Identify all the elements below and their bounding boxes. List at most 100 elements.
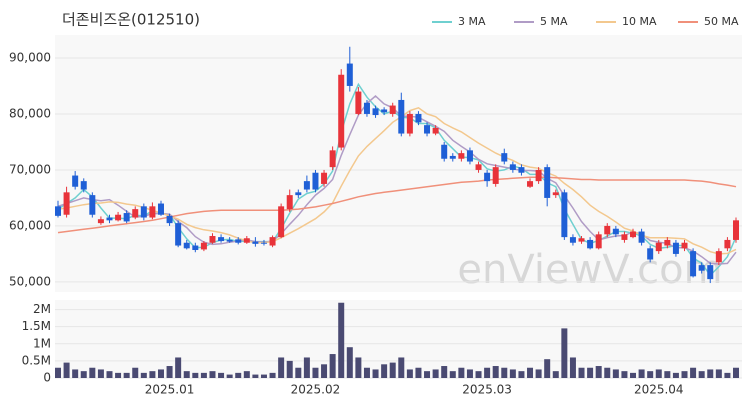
volume-bar bbox=[175, 357, 182, 378]
volume-bar bbox=[209, 371, 216, 378]
candle-body bbox=[398, 99, 405, 134]
volume-bar bbox=[321, 364, 328, 378]
candle-body bbox=[269, 237, 276, 246]
candle-body bbox=[501, 153, 508, 162]
price-panel bbox=[55, 35, 742, 292]
volume-bar bbox=[715, 369, 722, 378]
candle-body bbox=[527, 181, 534, 187]
candle-body bbox=[630, 231, 637, 238]
candle-body bbox=[166, 215, 173, 224]
candle-body bbox=[209, 236, 216, 243]
candle-body bbox=[587, 239, 594, 249]
candle-body bbox=[724, 239, 731, 249]
volume-bar bbox=[664, 371, 671, 378]
candle-body bbox=[715, 251, 722, 263]
candle-body bbox=[389, 105, 396, 114]
candle-body bbox=[638, 231, 645, 243]
volume-bar bbox=[97, 369, 104, 378]
volume-bar bbox=[509, 369, 516, 378]
volume-bar bbox=[406, 369, 413, 378]
x-tick-label: 2025.01 bbox=[145, 383, 195, 397]
volume-bar bbox=[415, 367, 422, 378]
candle-body bbox=[698, 265, 705, 271]
candle-body bbox=[115, 214, 122, 221]
volume-bar bbox=[149, 371, 156, 378]
volume-bar bbox=[200, 372, 207, 378]
candle-body bbox=[89, 195, 96, 215]
legend-label: 3 MA bbox=[458, 15, 486, 28]
volume-bar bbox=[140, 372, 147, 378]
chart-title: 더존비즈온(012510) bbox=[62, 11, 200, 29]
y-tick-label: 1.5M bbox=[22, 319, 51, 333]
volume-bar bbox=[183, 371, 190, 378]
candle-body bbox=[466, 150, 473, 162]
volume-bar bbox=[63, 362, 70, 378]
volume-bar bbox=[363, 367, 370, 378]
volume-bar bbox=[329, 354, 336, 378]
volume-bar bbox=[492, 366, 499, 378]
volume-bar bbox=[72, 369, 79, 378]
candle-body bbox=[363, 102, 370, 114]
volume-bar bbox=[612, 369, 619, 378]
volume-bar bbox=[269, 372, 276, 378]
candle-body bbox=[561, 192, 568, 238]
y-tick-label: 90,000 bbox=[9, 50, 51, 64]
candle-body bbox=[72, 175, 79, 187]
candle-body bbox=[621, 234, 628, 240]
volume-bar bbox=[587, 367, 594, 378]
candle-body bbox=[346, 63, 353, 86]
candle-body bbox=[672, 242, 679, 254]
volume-bar bbox=[355, 357, 362, 378]
candle-body bbox=[647, 248, 654, 260]
legend-label: 50 MA bbox=[704, 15, 739, 28]
candle-body bbox=[226, 239, 233, 242]
volume-bar bbox=[466, 369, 473, 378]
candle-body bbox=[690, 251, 697, 277]
candle-body bbox=[106, 217, 113, 221]
volume-bar bbox=[381, 364, 388, 378]
candle-body bbox=[80, 181, 87, 190]
volume-bar bbox=[295, 367, 302, 378]
volume-bar bbox=[621, 371, 628, 378]
volume-bar bbox=[424, 371, 431, 378]
volume-bar bbox=[552, 371, 559, 378]
volume-bar bbox=[561, 328, 568, 378]
volume-bar bbox=[252, 374, 259, 378]
volume-bar bbox=[346, 347, 353, 378]
candle-body bbox=[518, 167, 525, 173]
candle-body bbox=[484, 172, 491, 182]
volume-bar bbox=[681, 371, 688, 378]
candle-body bbox=[612, 228, 619, 235]
candle-body bbox=[303, 181, 310, 190]
volume-bar bbox=[544, 359, 551, 378]
candle-body bbox=[604, 225, 611, 235]
volume-bar bbox=[595, 366, 602, 378]
y-tick-label: 70,000 bbox=[9, 162, 51, 176]
candle-body bbox=[458, 153, 465, 159]
volume-bar bbox=[372, 369, 379, 378]
candle-body bbox=[544, 167, 551, 198]
candle-body bbox=[286, 195, 293, 210]
candle-body bbox=[432, 127, 439, 134]
candle-body bbox=[655, 242, 662, 252]
volume-bar bbox=[655, 369, 662, 378]
legend-label: 10 MA bbox=[622, 15, 657, 28]
volume-bar bbox=[286, 360, 293, 378]
candle-body bbox=[664, 239, 671, 246]
candle-body bbox=[535, 169, 542, 182]
volume-bar bbox=[630, 372, 637, 378]
y-tick-label: 0 bbox=[43, 371, 51, 385]
candle-body bbox=[183, 242, 190, 249]
volume-bar bbox=[55, 367, 61, 378]
volume-bar bbox=[106, 371, 113, 378]
volume-bar bbox=[260, 374, 267, 378]
volume-bar bbox=[89, 367, 96, 378]
candle-body bbox=[132, 209, 139, 218]
candle-body bbox=[578, 238, 585, 242]
candle-body bbox=[97, 219, 104, 224]
y-tick-label: 0.5M bbox=[22, 353, 51, 367]
candle-body bbox=[278, 206, 285, 238]
volume-bar bbox=[157, 369, 164, 378]
volume-bar bbox=[458, 367, 465, 378]
